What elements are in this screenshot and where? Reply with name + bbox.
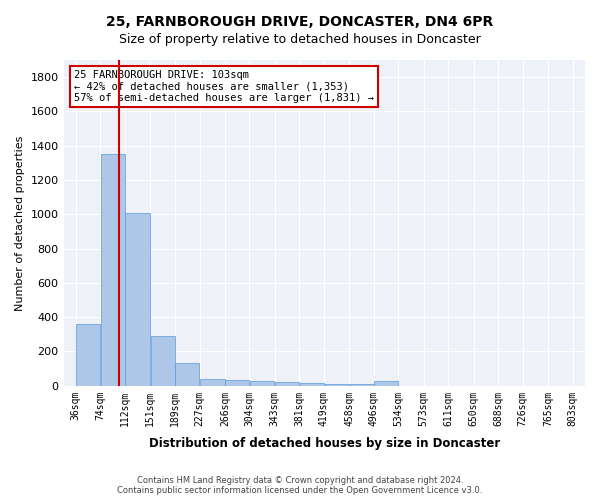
Bar <box>299 383 323 386</box>
Y-axis label: Number of detached properties: Number of detached properties <box>15 135 25 310</box>
Bar <box>200 379 224 386</box>
Text: 25 FARNBOROUGH DRIVE: 103sqm
← 42% of detached houses are smaller (1,353)
57% of: 25 FARNBOROUGH DRIVE: 103sqm ← 42% of de… <box>74 70 374 103</box>
Bar <box>324 384 349 386</box>
Bar <box>275 382 299 386</box>
Bar <box>225 380 249 386</box>
Bar <box>76 324 100 386</box>
Text: Size of property relative to detached houses in Doncaster: Size of property relative to detached ho… <box>119 32 481 46</box>
Bar <box>125 212 150 386</box>
Text: Contains HM Land Registry data © Crown copyright and database right 2024.
Contai: Contains HM Land Registry data © Crown c… <box>118 476 482 495</box>
Bar <box>374 382 398 386</box>
Bar <box>250 380 274 386</box>
Bar <box>101 154 125 386</box>
Bar <box>175 364 199 386</box>
Bar <box>350 384 374 386</box>
Text: 25, FARNBOROUGH DRIVE, DONCASTER, DN4 6PR: 25, FARNBOROUGH DRIVE, DONCASTER, DN4 6P… <box>106 15 494 29</box>
Bar <box>151 336 175 386</box>
X-axis label: Distribution of detached houses by size in Doncaster: Distribution of detached houses by size … <box>149 437 500 450</box>
